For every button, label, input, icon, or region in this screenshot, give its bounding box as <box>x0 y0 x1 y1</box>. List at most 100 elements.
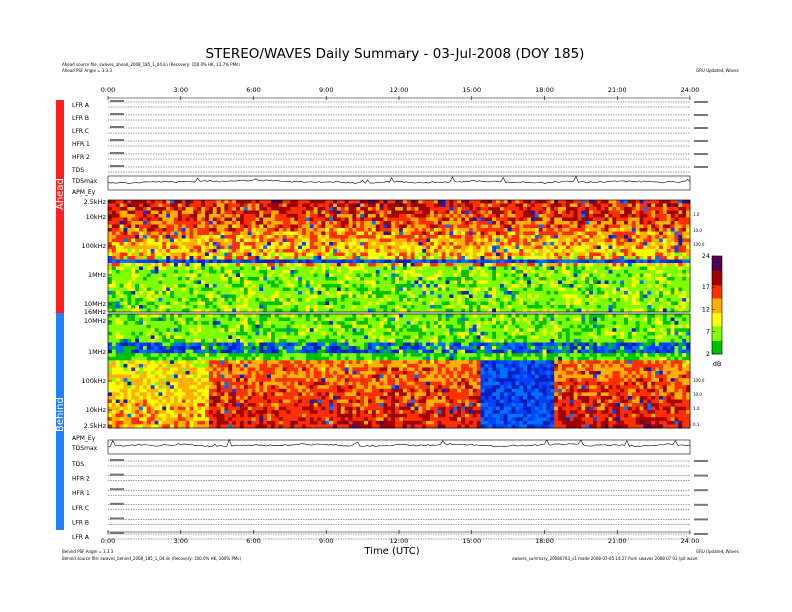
spectrogram-cell-ahead <box>348 291 353 295</box>
spectrogram-cell-ahead <box>476 217 481 222</box>
spectrogram-cell-ahead <box>534 259 539 264</box>
spectrogram-cell-ahead <box>437 294 442 299</box>
spectrogram-cell-ahead <box>317 270 322 274</box>
behind-side-label: Behind <box>55 397 66 432</box>
spectrogram-cell-ahead <box>294 203 299 208</box>
spectrogram-cell-ahead <box>503 238 508 243</box>
spectrogram-cell-ahead <box>624 210 629 215</box>
spectrogram-cell-ahead <box>484 291 489 295</box>
spectrogram-cell-ahead <box>309 252 314 257</box>
spectrogram-cell-ahead <box>135 245 140 250</box>
spectrogram-cell-ahead <box>651 284 656 288</box>
spectrogram-cell-ahead <box>461 305 466 309</box>
spectrogram-cell-ahead <box>247 221 252 225</box>
spectrogram-cell-ahead <box>329 287 334 292</box>
spectrogram-cell-ahead <box>251 291 256 295</box>
spectrogram-cell-ahead <box>379 294 384 299</box>
spectrogram-cell-ahead <box>608 210 613 215</box>
spectrogram-cell-ahead <box>379 305 384 309</box>
spectrogram-cell-ahead <box>608 231 613 236</box>
spectrogram-cell-ahead <box>569 266 574 271</box>
spectrogram-cell-ahead <box>682 298 687 302</box>
spectrogram-cell-ahead <box>643 235 648 239</box>
spectrogram-cell-ahead <box>251 214 256 218</box>
spectrogram-cell-ahead <box>468 287 474 292</box>
spectrogram-cell-ahead <box>158 224 163 229</box>
spectrogram-cell-ahead <box>224 210 229 215</box>
spectrogram-cell-ahead <box>523 287 528 292</box>
spectrogram-cell-ahead <box>166 214 171 218</box>
spectrogram-cell-ahead <box>624 280 629 285</box>
spectrogram-cell-ahead <box>554 235 559 239</box>
spectrogram-cell-ahead <box>561 256 567 260</box>
spectrogram-cell-ahead <box>600 266 605 271</box>
spectrogram-cell-ahead <box>631 200 636 204</box>
spectrogram-cell-behind <box>383 314 388 318</box>
spectrogram-cell-ahead <box>507 270 512 274</box>
spectrogram-cell-ahead <box>379 308 384 313</box>
spectrogram-cell-ahead <box>313 224 318 229</box>
spectrogram-cell-ahead <box>658 280 664 285</box>
spectrogram-cell-ahead <box>577 298 582 302</box>
spectrogram-cell-ahead <box>236 308 241 313</box>
spectrogram-cell-ahead <box>170 252 175 257</box>
spectrogram-cell-ahead <box>329 235 334 239</box>
spectrogram-cell-ahead <box>224 221 229 225</box>
spectrogram-cell-ahead <box>185 270 190 274</box>
spectrogram-cell-ahead <box>239 287 245 292</box>
spectrogram-cell-ahead <box>131 308 136 313</box>
spectrogram-cell-ahead <box>464 224 470 229</box>
spectrogram-cell-ahead <box>468 228 474 232</box>
spectrogram-cell-ahead <box>472 214 477 218</box>
spectrogram-cell-ahead <box>313 235 318 239</box>
spectrogram-cell-ahead <box>616 200 621 204</box>
spectrogram-cell-ahead <box>123 273 128 278</box>
spectrogram-cell-ahead <box>635 287 640 292</box>
spectrogram-cell-ahead <box>511 231 516 236</box>
spectrogram-cell-ahead <box>670 266 675 271</box>
spectrogram-cell-ahead <box>236 259 241 264</box>
spectrogram-cell-ahead <box>142 235 148 239</box>
spectrogram-cell-ahead <box>344 217 349 222</box>
spectrogram-cell-ahead <box>205 277 210 281</box>
spectrogram-cell-ahead <box>596 298 602 302</box>
spectrogram-cell-ahead <box>274 228 280 232</box>
spectrogram-cell-ahead <box>449 249 454 253</box>
spectrogram-cell-ahead <box>527 245 532 250</box>
x-tick-label-bottom: 15:00 <box>462 537 481 545</box>
spectrogram-cell-ahead <box>643 200 648 204</box>
spectrogram-cell-ahead <box>375 217 380 222</box>
spectrogram-cell-ahead <box>399 235 404 239</box>
spectrogram-cell-ahead <box>593 235 598 239</box>
spectrogram-cell-ahead <box>550 291 555 295</box>
spectrogram-cell-ahead <box>108 308 113 313</box>
spectrogram-cell-ahead <box>620 200 625 204</box>
spectrogram-cell-ahead <box>492 245 497 250</box>
spectrogram-cell-ahead <box>391 284 396 288</box>
spectrogram-cell-ahead <box>150 287 155 292</box>
spectrogram-cell-ahead <box>658 308 664 313</box>
spectrogram-cell-ahead <box>604 214 609 218</box>
spectrogram-cell-ahead <box>181 242 186 246</box>
spectrogram-cell-ahead <box>115 263 120 267</box>
spectrogram-cell-ahead <box>371 266 377 271</box>
spectrogram-cell-ahead <box>302 305 307 309</box>
spectrogram-cell-ahead <box>527 221 532 225</box>
spectrogram-cell-ahead <box>655 200 660 204</box>
spectrogram-cell-ahead <box>527 252 532 257</box>
spectrogram-cell-ahead <box>627 270 633 274</box>
spectrogram-cell-ahead <box>406 242 411 246</box>
spectrogram-cell-ahead <box>305 238 311 243</box>
spectrogram-cell-ahead <box>561 273 567 278</box>
spectrogram-cell-ahead <box>220 231 225 236</box>
spectrogram-cell-ahead <box>154 245 159 250</box>
spectrogram-cell-ahead <box>395 217 400 222</box>
spectrogram-cell-ahead <box>313 270 318 274</box>
x-tick-label-top: 15:00 <box>462 86 481 94</box>
spectrogram-cell-behind <box>177 314 183 318</box>
spectrogram-cell-ahead <box>523 266 528 271</box>
spectrogram-cell-ahead <box>647 245 652 250</box>
spectrogram-cell-ahead <box>108 301 113 306</box>
spectrogram-cell-ahead <box>643 245 648 250</box>
spectrogram-cell-ahead <box>565 284 571 288</box>
